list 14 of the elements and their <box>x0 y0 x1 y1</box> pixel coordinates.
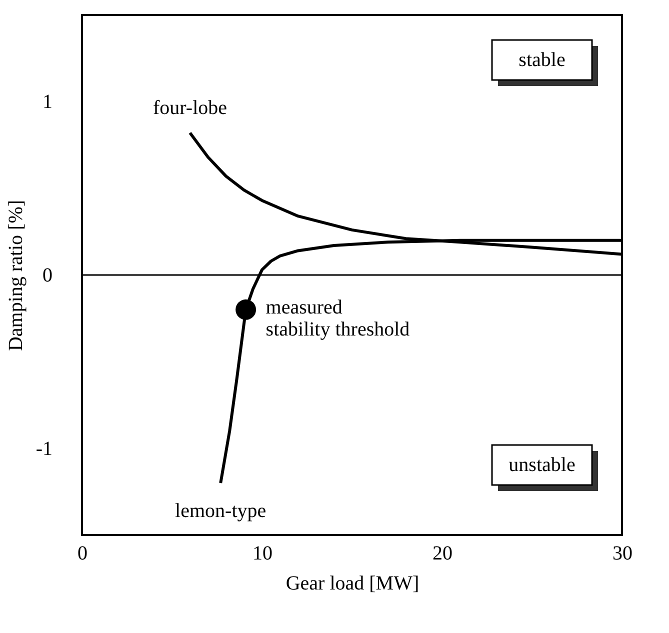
x-tick-label: 20 <box>432 542 452 564</box>
x-tick-label: 10 <box>252 542 272 564</box>
x-tick-label: 0 <box>78 542 88 564</box>
x-tick-label: 30 <box>612 542 632 564</box>
y-axis-title: Damping ratio [%] <box>4 200 27 352</box>
y-tick-label: -1 <box>36 438 52 460</box>
y-tick-label: 0 <box>42 264 52 286</box>
annotation: measured stability threshold <box>266 296 410 341</box>
series-label: lemon-type <box>175 500 266 522</box>
annotation: unstable <box>508 454 576 476</box>
annotation: stable <box>518 49 566 71</box>
x-axis-title: Gear load [MW] <box>286 572 420 594</box>
y-tick-label: 1 <box>42 91 52 114</box>
series-label: four-lobe <box>152 96 228 119</box>
